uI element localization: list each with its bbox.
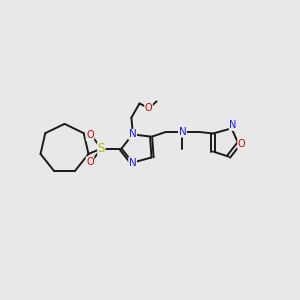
Text: N: N [129,129,136,140]
Text: S: S [98,142,105,155]
Text: O: O [145,103,152,113]
Text: O: O [238,139,245,149]
Text: N: N [178,127,186,137]
Text: N: N [230,120,237,130]
Text: O: O [86,130,94,140]
Text: O: O [86,157,94,167]
Text: N: N [129,158,136,168]
